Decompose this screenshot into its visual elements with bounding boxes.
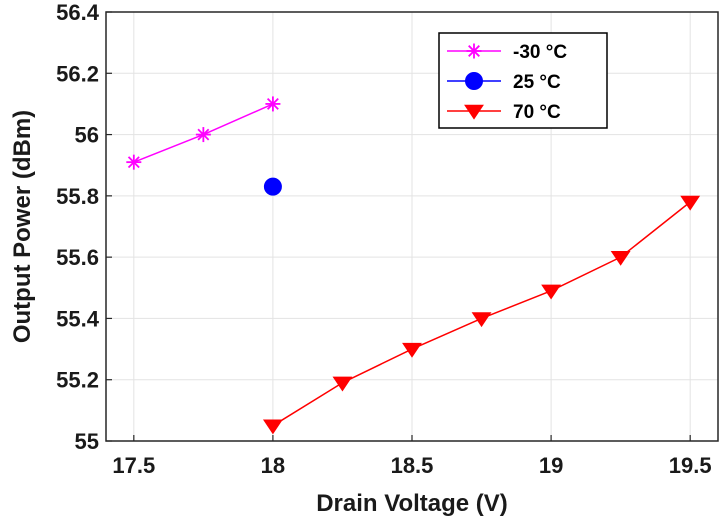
- grid: [106, 11, 718, 442]
- data-point: [610, 250, 631, 266]
- x-tick-label: 19: [539, 453, 563, 478]
- series: [126, 96, 701, 435]
- data-point: [402, 342, 422, 358]
- legend-entry: 70 °C: [447, 102, 561, 123]
- legend-label: -30 °C: [513, 42, 567, 63]
- y-tick-label: 55.6: [56, 245, 99, 270]
- data-point: [195, 127, 211, 143]
- x-tick-label: 18.5: [391, 453, 434, 478]
- y-tick-label: 56.2: [56, 61, 99, 86]
- data-point: [541, 284, 562, 300]
- series-2: [262, 195, 701, 435]
- legend-marker: [464, 104, 484, 120]
- data-point: [126, 154, 142, 170]
- data-point: [332, 376, 353, 392]
- x-axis-label: Drain Voltage (V): [316, 490, 508, 517]
- legend-marker: [466, 43, 482, 59]
- legend-label: 70 °C: [513, 102, 561, 123]
- data-point: [262, 419, 283, 435]
- data-point: [265, 96, 281, 112]
- legend: -30 °C 25 °C 70 °C: [438, 32, 608, 129]
- series-1: [263, 177, 282, 196]
- data-point: [263, 177, 282, 196]
- x-tick-label: 17.5: [112, 453, 155, 478]
- legend-marker: [465, 72, 483, 90]
- axis-ticks: 17.5 18 18.5 19 19.5 55 55.2 55.4 55.6 55.8 56 56.2…: [56, 0, 711, 478]
- y-tick-label: 55: [75, 429, 99, 454]
- y-tick-label: 55.2: [56, 368, 99, 393]
- y-tick-label: 56: [75, 123, 99, 148]
- y-tick-label: 55.8: [56, 184, 99, 209]
- legend-entry: -30 °C: [447, 42, 567, 63]
- x-tick-label: 18: [261, 453, 285, 478]
- y-tick-label: 56.4: [56, 0, 100, 25]
- legend-entry: 25 °C: [447, 72, 561, 93]
- y-axis-label: Output Power (dBm): [9, 110, 36, 343]
- data-point: [471, 312, 492, 328]
- x-tick-label: 19.5: [669, 453, 712, 478]
- data-point: [680, 195, 701, 211]
- series-0: [126, 96, 281, 170]
- y-tick-label: 55.4: [56, 306, 100, 331]
- legend-label: 25 °C: [513, 72, 561, 93]
